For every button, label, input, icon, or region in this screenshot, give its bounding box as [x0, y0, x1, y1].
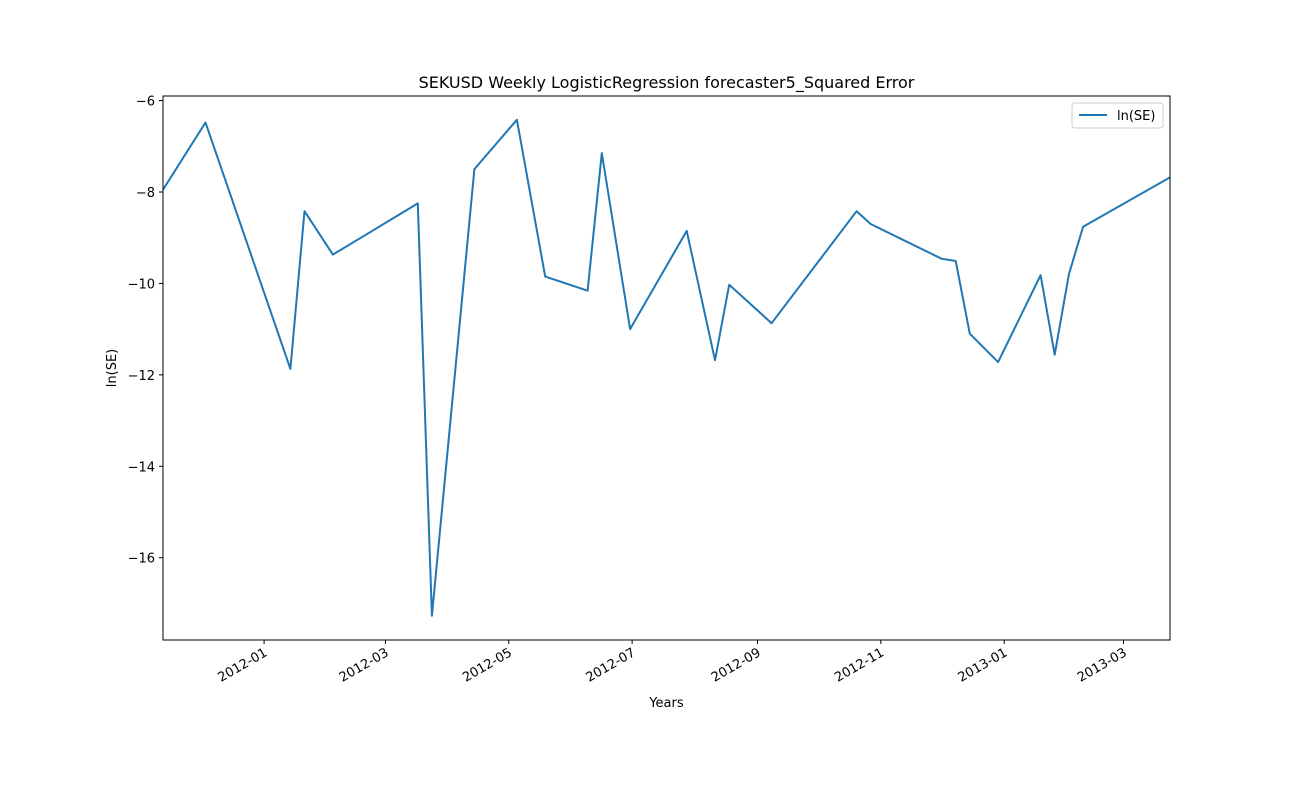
legend: ln(SE): [1071, 102, 1164, 129]
y-tick-label: −6: [136, 95, 155, 110]
legend-label: ln(SE): [1117, 109, 1155, 124]
data-point: [304, 210, 306, 212]
plot-frame: [162, 95, 1171, 641]
chart-title: SEKUSD Weekly LogisticRegression forecas…: [419, 73, 915, 93]
data-point: [955, 260, 957, 262]
data-point: [431, 615, 433, 617]
data-point: [1068, 273, 1070, 275]
y-axis-label: ln(SE): [105, 349, 120, 387]
data-point: [544, 276, 546, 278]
data-point: [587, 290, 589, 292]
data-point: [516, 119, 518, 121]
y-tick-label: −16: [128, 552, 155, 567]
data-point: [332, 254, 334, 256]
y-axis: −16 −14 −12 −10 −8 −6: [128, 95, 163, 567]
data-point: [997, 361, 999, 363]
x-axis-label: Years: [648, 696, 684, 711]
data-point: [1054, 354, 1056, 356]
data-point: [714, 359, 716, 361]
y-tick-label: −14: [128, 460, 155, 475]
data-point: [856, 210, 858, 212]
series-layer: [163, 118, 1170, 617]
data-point: [417, 202, 419, 204]
y-tick-label: −10: [128, 277, 155, 292]
data-point: [629, 328, 631, 330]
data-point: [473, 168, 475, 170]
data-point: [969, 333, 971, 335]
data-point: [941, 258, 943, 260]
y-tick-label: −12: [128, 369, 155, 384]
y-tick-label: −8: [136, 186, 155, 201]
data-point: [870, 223, 872, 225]
data-point: [1040, 274, 1042, 276]
legend-box: [1071, 102, 1164, 129]
data-point: [728, 284, 730, 286]
data-point: [1082, 226, 1084, 228]
data-point: [771, 322, 773, 324]
data-point: [205, 122, 207, 124]
data-point: [601, 152, 603, 154]
data-point: [686, 230, 688, 232]
series-line: [163, 118, 1170, 617]
data-point: [289, 368, 291, 370]
